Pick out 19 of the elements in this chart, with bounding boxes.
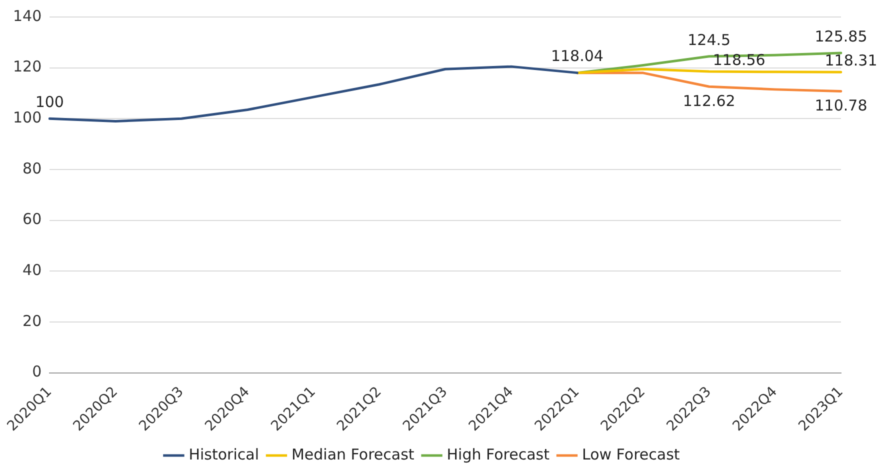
y-tick-label: 100 [12, 108, 42, 127]
y-tick-label: 0 [32, 362, 42, 381]
data-label: 112.62 [682, 92, 736, 110]
y-tick-label: 20 [22, 312, 42, 330]
legend-label: Low Forecast [582, 445, 680, 464]
data-label: 118.04 [550, 47, 604, 66]
y-tick-label: 60 [22, 210, 42, 228]
legend-label: Historical [188, 445, 259, 464]
legend-label: Median Forecast [291, 445, 414, 464]
data-label: 125.85 [814, 27, 868, 46]
data-label: 124.5 [688, 30, 731, 49]
data-label: 118.31 [824, 52, 878, 70]
y-tick-label: 120 [12, 58, 42, 76]
y-tick-label: 80 [22, 159, 42, 178]
data-label: 110.78 [814, 96, 868, 115]
legend-label: High Forecast [446, 445, 550, 464]
y-tick-label: 40 [22, 261, 42, 280]
data-label: 100 [35, 93, 64, 112]
y-tick-label: 140 [12, 6, 42, 25]
